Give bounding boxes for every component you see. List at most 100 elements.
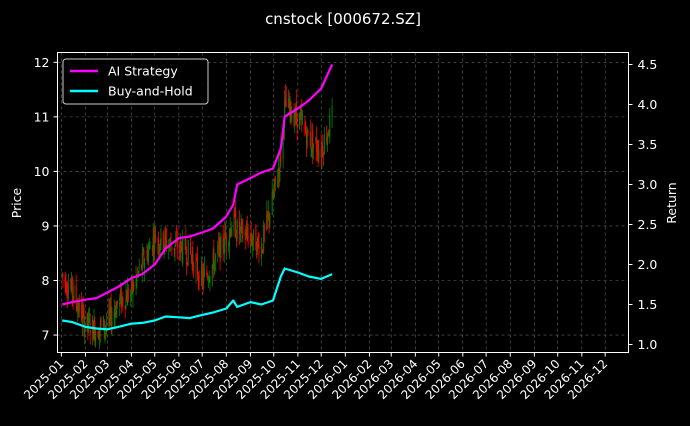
candlestick	[263, 223, 265, 243]
candlestick	[291, 106, 293, 123]
candlestick	[109, 297, 111, 326]
candlestick	[249, 234, 251, 253]
candlestick	[97, 328, 99, 338]
candlestick	[322, 134, 324, 158]
candlestick	[218, 232, 220, 258]
candlestick	[239, 210, 241, 245]
candlestick	[186, 246, 188, 276]
candlestick	[272, 189, 274, 200]
candlestick	[267, 210, 269, 230]
candlestick	[88, 308, 90, 334]
candlestick	[305, 126, 307, 158]
candlestick	[119, 293, 121, 317]
candlestick	[198, 270, 200, 291]
candlestick	[311, 122, 313, 158]
candlestick	[146, 243, 148, 261]
candlestick	[100, 316, 102, 329]
legend: AI Strategy Buy-and-Hold	[62, 58, 209, 105]
candlestick	[294, 107, 296, 134]
candlestick	[182, 229, 184, 267]
candlestick	[141, 263, 143, 271]
candlestick	[185, 227, 187, 256]
candlestick	[179, 241, 181, 262]
candlestick	[212, 247, 214, 270]
candlestick	[192, 241, 194, 274]
candlestick	[310, 147, 312, 158]
candlestick	[196, 253, 198, 262]
candlestick	[331, 98, 333, 129]
candlestick	[105, 325, 107, 341]
candlestick	[86, 313, 88, 332]
candlestick	[230, 227, 232, 238]
candlestick	[111, 307, 113, 337]
candlestick	[127, 284, 129, 303]
candlestick	[258, 233, 260, 264]
candlestick	[229, 216, 231, 239]
candlestick	[102, 315, 104, 329]
candlestick	[195, 252, 197, 285]
candlestick	[191, 247, 193, 271]
candlestick	[152, 222, 154, 265]
candlestick	[184, 236, 186, 250]
candlestick	[317, 140, 319, 168]
candlestick	[208, 270, 210, 284]
candlestick	[214, 260, 216, 275]
candlestick	[157, 236, 159, 255]
candlestick	[197, 246, 199, 280]
left-tick-label: 9	[42, 218, 50, 233]
x-axis: 2025-012025-022025-032025-042025-052025-…	[21, 352, 610, 402]
candlestick	[155, 226, 157, 243]
right-tick-label: 2.0	[638, 257, 658, 272]
candlestick	[124, 305, 126, 319]
candlestick	[285, 85, 287, 108]
candlestick	[246, 220, 248, 240]
candlestick	[203, 262, 205, 290]
candlestick	[98, 331, 100, 341]
candlestick	[143, 246, 145, 268]
candlestick	[148, 242, 150, 266]
candlestick	[122, 292, 124, 312]
candlestick	[269, 212, 271, 229]
candlestick	[304, 115, 306, 137]
candlestick	[176, 228, 178, 260]
candlestick	[242, 218, 244, 243]
right-axis-label: Return	[664, 182, 679, 223]
candlestick	[132, 273, 134, 308]
candlestick	[326, 125, 328, 145]
candlestick	[115, 301, 117, 318]
candlestick	[64, 271, 66, 293]
candlestick	[65, 274, 67, 295]
candlestick	[231, 221, 233, 237]
candlestick	[225, 233, 227, 257]
candlestick	[93, 308, 95, 342]
candlestick	[323, 151, 325, 166]
candlestick	[318, 139, 320, 164]
candlestick	[207, 275, 209, 288]
candlestick	[316, 139, 318, 162]
candlestick	[280, 148, 282, 168]
series-line-buy-and-hold	[62, 267, 333, 331]
candlestick	[130, 289, 132, 307]
candlestick	[106, 312, 108, 335]
candlestick	[220, 232, 222, 259]
candlestick	[224, 220, 226, 263]
candlestick	[153, 227, 155, 265]
candlestick	[217, 240, 219, 263]
candlestick	[126, 290, 128, 303]
candlestick	[181, 239, 183, 263]
candlestick	[277, 155, 279, 189]
candlestick	[267, 200, 269, 221]
candlestick	[256, 241, 258, 259]
candlestick	[151, 245, 153, 256]
candlestick	[141, 243, 143, 283]
candlestick	[251, 232, 253, 247]
candlestick	[84, 315, 86, 345]
right-tick-label: 3.0	[638, 177, 658, 192]
candlestick	[190, 254, 192, 265]
right-tick-label: 4.0	[638, 97, 658, 112]
candlestick	[125, 282, 127, 310]
candlestick	[296, 114, 298, 141]
candlestick	[116, 300, 118, 309]
right-tick-label: 1.0	[638, 337, 658, 352]
